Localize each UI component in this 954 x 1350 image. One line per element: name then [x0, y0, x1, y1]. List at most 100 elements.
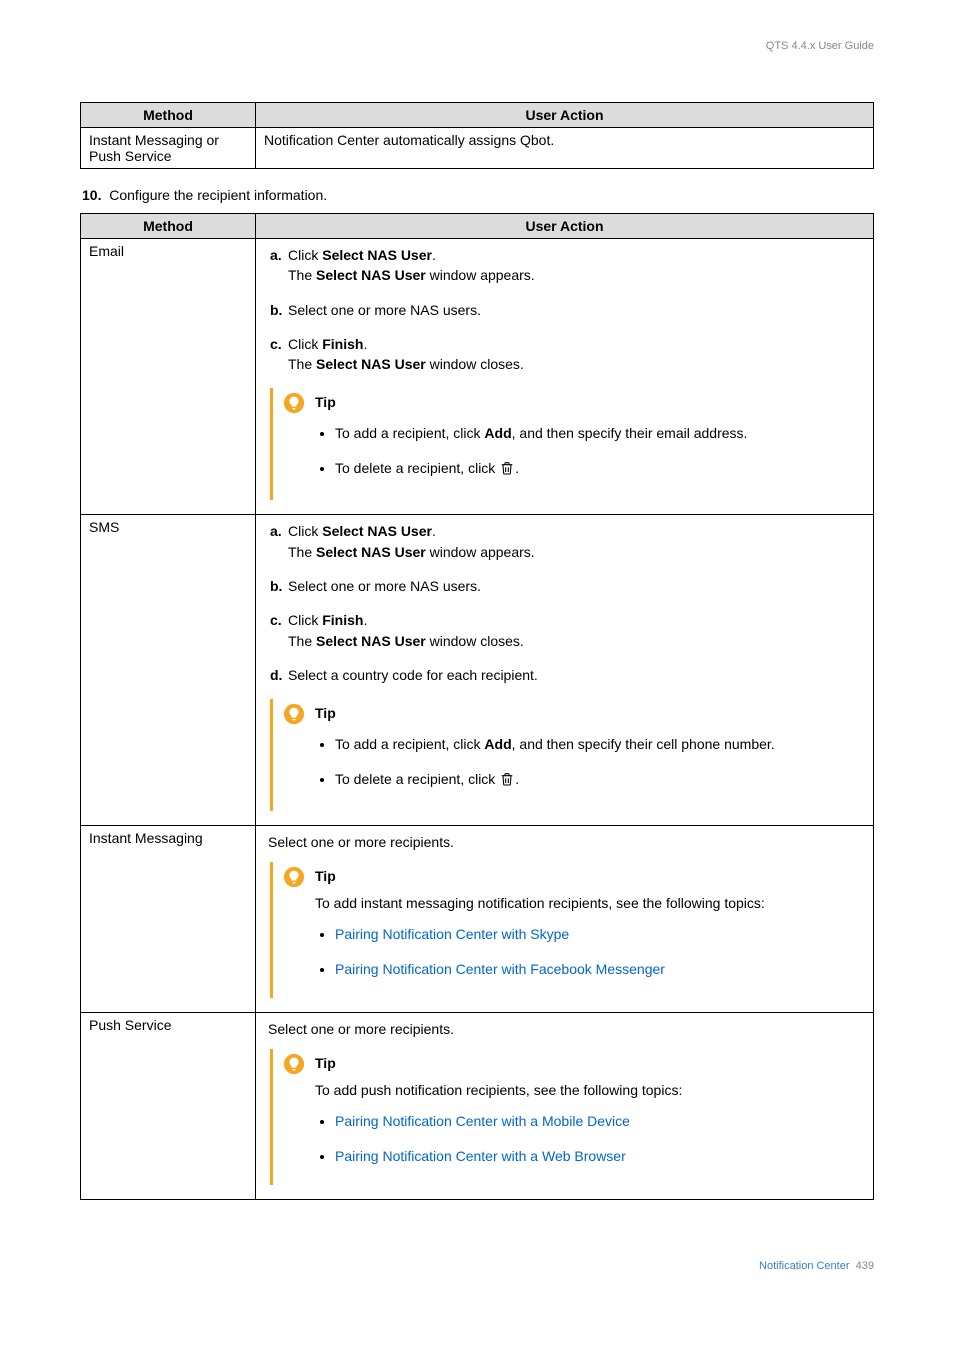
marker-b: b. [270, 576, 282, 596]
marker-a: a. [270, 245, 282, 265]
text: The [288, 267, 316, 283]
text: Click [288, 612, 322, 628]
text: The [288, 633, 316, 649]
text: Select one or more NAS users. [288, 302, 481, 318]
link-mobile-device[interactable]: Pairing Notification Center with a Mobil… [335, 1113, 630, 1129]
step-c: c. Click Finish. The Select NAS User win… [270, 610, 863, 651]
lightbulb-icon [283, 392, 305, 414]
step-b: b. Select one or more NAS users. [270, 300, 863, 320]
table-row-sms: SMS a. Click Select NAS User. The Select… [81, 515, 874, 826]
text: To add a recipient, click [335, 736, 484, 752]
link-skype[interactable]: Pairing Notification Center with Skype [335, 926, 569, 942]
cell-action-push: Select one or more recipients. Tip To ad… [256, 1013, 874, 1200]
marker-a: a. [270, 521, 282, 541]
cell-method-email: Email [81, 239, 256, 515]
tip-bullet: To add a recipient, click Add, and then … [335, 423, 857, 444]
table-row: Instant Messaging or Push Service Notifi… [81, 128, 874, 169]
step-b: b. Select one or more NAS users. [270, 576, 863, 596]
text: , and then specify their cell phone numb… [512, 736, 775, 752]
text: To add a recipient, click [335, 425, 484, 441]
text: The [288, 356, 316, 372]
text: To delete a recipient, click [335, 460, 499, 476]
table-qbot: Method User Action Instant Messaging or … [80, 102, 874, 169]
lightbulb-icon [283, 1053, 305, 1075]
bold: Select NAS User [316, 633, 426, 649]
cell-method-im: Instant Messaging [81, 826, 256, 1013]
tip-title: Tip [315, 866, 857, 887]
trash-icon [499, 460, 515, 482]
text: Click [288, 336, 322, 352]
intro-text: Select one or more recipients. [268, 1021, 863, 1037]
text: Click [288, 523, 322, 539]
text: Select one or more NAS users. [288, 578, 481, 594]
marker-d: d. [270, 665, 282, 685]
tip-box-sms: Tip To add a recipient, click Add, and t… [270, 699, 863, 811]
text: Click [288, 247, 322, 263]
link-fb-messenger[interactable]: Pairing Notification Center with Faceboo… [335, 961, 665, 977]
cell-action: Notification Center automatically assign… [256, 128, 874, 169]
bold: Select NAS User [316, 544, 426, 560]
step-10: 10. Configure the recipient information. [82, 187, 874, 203]
th-action: User Action [256, 103, 874, 128]
table-row-im: Instant Messaging Select one or more rec… [81, 826, 874, 1013]
page-footer: Notification Center 439 [80, 1260, 874, 1272]
bold: Add [484, 425, 511, 441]
text: window closes. [426, 633, 524, 649]
cell-method-push: Push Service [81, 1013, 256, 1200]
text: . [363, 612, 367, 628]
step-a: a. Click Select NAS User. The Select NAS… [270, 245, 863, 286]
link-web-browser[interactable]: Pairing Notification Center with a Web B… [335, 1148, 626, 1164]
text: Select a country code for each recipient… [288, 667, 538, 683]
table-row-push: Push Service Select one or more recipien… [81, 1013, 874, 1200]
tip-body: To add push notification recipients, see… [315, 1080, 857, 1101]
cell-method-sms: SMS [81, 515, 256, 826]
text: The [288, 544, 316, 560]
cell-action-im: Select one or more recipients. Tip To ad… [256, 826, 874, 1013]
text: . [515, 460, 519, 476]
step-text: Configure the recipient information. [109, 187, 327, 203]
tip-link-item: Pairing Notification Center with Faceboo… [335, 959, 857, 980]
tip-title: Tip [315, 703, 857, 724]
tip-body: To add instant messaging notification re… [315, 893, 857, 914]
tip-box-email: Tip To add a recipient, click Add, and t… [270, 388, 863, 500]
doc-header: QTS 4.4.x User Guide [80, 40, 874, 52]
text: window closes. [426, 356, 524, 372]
marker-b: b. [270, 300, 282, 320]
text: . [432, 247, 436, 263]
bold: Add [484, 736, 511, 752]
text: window appears. [426, 544, 535, 560]
bold: Select NAS User [322, 523, 432, 539]
tip-bullet: To add a recipient, click Add, and then … [335, 734, 857, 755]
th-method: Method [81, 214, 256, 239]
tip-link-item: Pairing Notification Center with a Web B… [335, 1146, 857, 1167]
lightbulb-icon [283, 703, 305, 725]
cell-action-sms: a. Click Select NAS User. The Select NAS… [256, 515, 874, 826]
text: . [432, 523, 436, 539]
tip-bullet: To delete a recipient, click . [335, 458, 857, 482]
th-action: User Action [256, 214, 874, 239]
bold: Finish [322, 612, 363, 628]
text: . [363, 336, 367, 352]
step-c: c. Click Finish. The Select NAS User win… [270, 334, 863, 375]
text: . [515, 771, 519, 787]
th-method: Method [81, 103, 256, 128]
tip-bullet: To delete a recipient, click . [335, 769, 857, 793]
text: window appears. [426, 267, 535, 283]
table-recipient: Method User Action Email a. Click Select… [80, 213, 874, 1200]
marker-c: c. [270, 610, 282, 630]
footer-page: 439 [856, 1260, 874, 1272]
cell-action-email: a. Click Select NAS User. The Select NAS… [256, 239, 874, 515]
bold: Select NAS User [316, 356, 426, 372]
bold: Select NAS User [316, 267, 426, 283]
step-number: 10. [82, 187, 101, 203]
text: , and then specify their email address. [512, 425, 748, 441]
step-a: a. Click Select NAS User. The Select NAS… [270, 521, 863, 562]
marker-c: c. [270, 334, 282, 354]
tip-link-item: Pairing Notification Center with a Mobil… [335, 1111, 857, 1132]
tip-box-push: Tip To add push notification recipients,… [270, 1049, 863, 1185]
tip-title: Tip [315, 1053, 857, 1074]
footer-section: Notification Center [759, 1260, 850, 1272]
trash-icon [499, 771, 515, 793]
tip-link-item: Pairing Notification Center with Skype [335, 924, 857, 945]
step-d: d. Select a country code for each recipi… [270, 665, 863, 685]
